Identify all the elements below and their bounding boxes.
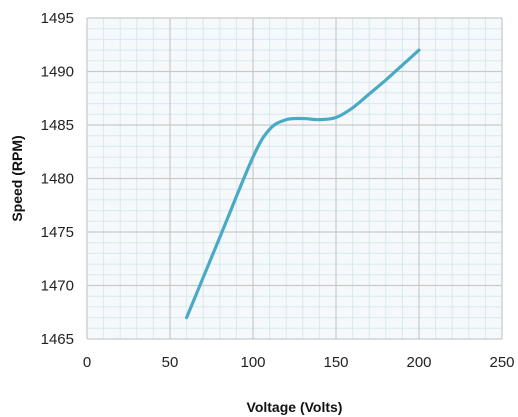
x-tick-label: 150 [323, 354, 348, 371]
y-axis-ticks: 1465 1470 1475 1480 1485 1490 1495 [41, 10, 74, 348]
x-axis-title: Voltage (Volts) [247, 399, 343, 415]
y-tick-label: 1475 [41, 224, 74, 241]
x-tick-label: 250 [489, 354, 514, 371]
y-tick-label: 1485 [41, 117, 74, 134]
x-axis-ticks: 0 50 100 150 200 250 [83, 354, 515, 371]
series-line [185, 48, 421, 320]
x-tick-label: 200 [406, 354, 431, 371]
y-axis-title: Speed (RPM) [9, 135, 25, 221]
y-tick-label: 1480 [41, 171, 74, 188]
y-tick-label: 1470 [41, 278, 74, 295]
x-tick-label: 100 [240, 354, 265, 371]
y-tick-label: 1490 [41, 64, 74, 81]
series-layer [185, 48, 421, 320]
x-tick-label: 0 [83, 354, 91, 371]
y-tick-label: 1465 [41, 331, 74, 348]
major-gridlines [86, 17, 503, 340]
y-tick-label: 1495 [41, 10, 74, 27]
x-tick-label: 50 [162, 354, 179, 371]
